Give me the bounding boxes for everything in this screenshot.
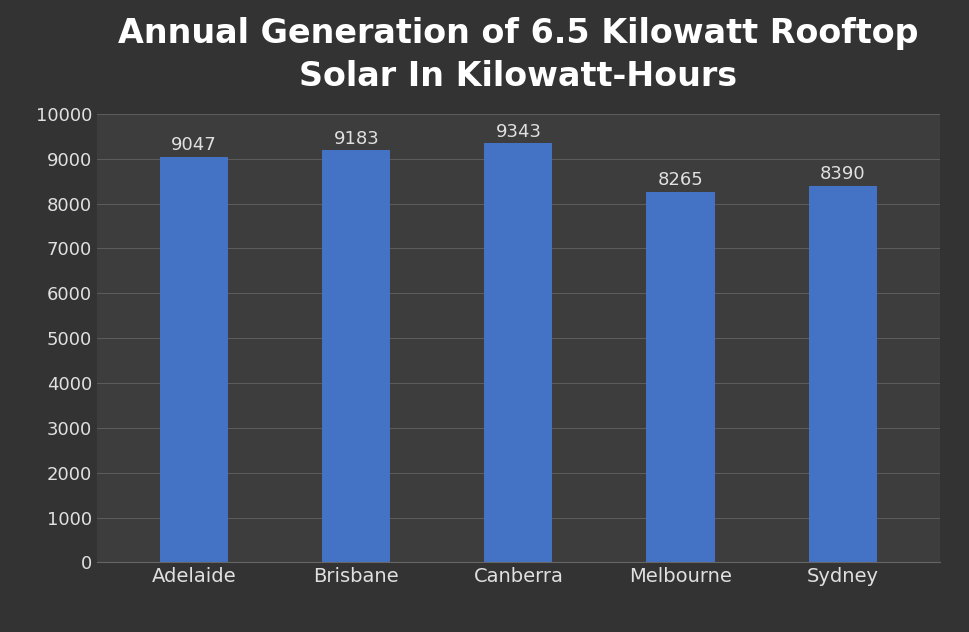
Text: 8265: 8265: [658, 171, 703, 189]
Bar: [484, 143, 552, 562]
Text: 8390: 8390: [820, 166, 865, 183]
Bar: [323, 150, 391, 562]
Text: 9047: 9047: [172, 136, 217, 154]
Bar: [808, 186, 877, 562]
Bar: [646, 191, 714, 562]
Text: 9343: 9343: [495, 123, 542, 140]
Title: Annual Generation of 6.5 Kilowatt Rooftop
Solar In Kilowatt-Hours: Annual Generation of 6.5 Kilowatt Roofto…: [118, 16, 919, 93]
Text: 9183: 9183: [333, 130, 379, 148]
Bar: [160, 157, 229, 562]
